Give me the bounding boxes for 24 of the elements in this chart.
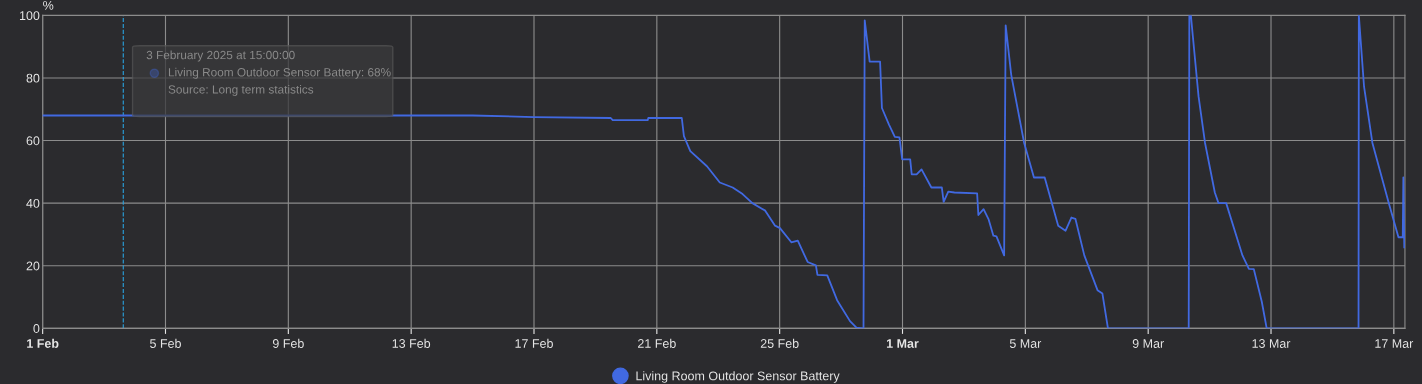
y-tick-label: 100 [19, 11, 40, 21]
x-tick-label: 25 Feb [760, 338, 799, 348]
y-tick-label: 80 [26, 73, 40, 83]
x-tick-label: 17 Feb [515, 338, 553, 348]
x-tick-label: 17 Mar [1375, 339, 1414, 348]
y-axis-title: % [43, 0, 54, 10]
y-tick-label: 20 [26, 261, 40, 271]
y-tick-label: 0 [33, 324, 40, 333]
x-tick-label: 5 Mar [1009, 339, 1042, 348]
y-tick-label: 60 [26, 136, 40, 146]
x-tick-label: 13 Feb [392, 338, 431, 348]
annotation: 3 February 2025 at 15:00:00 [146, 50, 295, 62]
x-tick-label: 1 Mar [886, 339, 919, 348]
annotation: Living Room Outdoor Sensor Battery: 68% [168, 67, 391, 79]
x-tick-label: 9 Feb [272, 338, 304, 348]
x-tick-label: 21 Feb [638, 338, 676, 348]
x-tick-label: 13 Mar [1252, 339, 1291, 348]
x-tick-label: 1 Feb [27, 338, 59, 348]
x-tick-label: 9 Mar [1132, 339, 1164, 348]
x-tick-label: 5 Feb [150, 338, 181, 348]
line-series [42, 15, 1405, 329]
legend-label: Living Room Outdoor Sensor Battery [636, 371, 840, 383]
y-tick-label: 40 [26, 198, 40, 208]
annotation: Source: Long term statistics [168, 84, 314, 96]
